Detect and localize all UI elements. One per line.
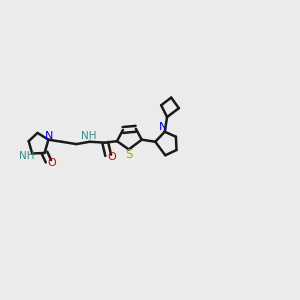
Text: NH: NH — [19, 151, 35, 161]
Text: O: O — [48, 158, 56, 168]
Text: N: N — [45, 131, 53, 141]
Text: O: O — [108, 152, 116, 162]
Text: NH: NH — [81, 131, 97, 142]
Text: S: S — [125, 148, 133, 161]
Text: N: N — [159, 122, 167, 132]
